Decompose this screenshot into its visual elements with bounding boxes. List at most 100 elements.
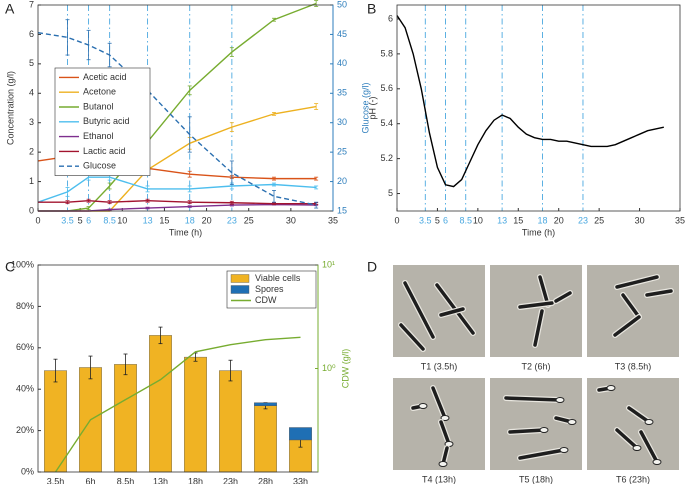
- x-tick-label: 35: [328, 215, 338, 225]
- y-tick-label: 0: [29, 205, 34, 215]
- cell: [621, 293, 641, 319]
- cell: [439, 307, 465, 317]
- spore: [438, 461, 448, 467]
- x-tick-label: 8.5h: [117, 476, 135, 484]
- x-tick-label: 25: [594, 215, 604, 225]
- legend-label: Viable cells: [255, 273, 301, 283]
- micrograph-caption: T6 (23h): [616, 474, 650, 484]
- bar: [114, 364, 137, 473]
- y-axis-label: pH (-): [367, 97, 377, 120]
- spore: [644, 419, 654, 425]
- micrograph: [393, 378, 485, 470]
- y2-tick-label: 30: [337, 117, 347, 127]
- cell: [627, 406, 651, 424]
- legend-label: Acetic acid: [83, 72, 127, 82]
- micrograph-caption: T1 (3.5h): [421, 361, 458, 371]
- y-tick-label: 7: [29, 0, 34, 9]
- x-axis-label: Time (h): [169, 227, 202, 237]
- cell: [538, 275, 550, 307]
- micrograph: [490, 378, 582, 470]
- x-tick-label: 18: [185, 215, 195, 225]
- y2-tick-label: 45: [337, 29, 347, 39]
- x-tick-label: 20: [554, 215, 564, 225]
- cell: [533, 309, 544, 347]
- cell: [613, 315, 641, 337]
- y-tick-label: 5.4: [380, 118, 393, 128]
- y2-tick-label: 40: [337, 58, 347, 68]
- y-tick-label: 5.8: [380, 48, 393, 58]
- x-tick-label: 8.5: [103, 215, 116, 225]
- cell: [615, 275, 659, 289]
- x-tick-label: 18: [538, 215, 548, 225]
- legend-label: Butyric acid: [83, 116, 130, 126]
- bar: [254, 405, 277, 473]
- legend-label: Glucose: [83, 161, 116, 171]
- x-tick-label: 30: [286, 215, 296, 225]
- spore: [539, 427, 549, 433]
- cell: [399, 323, 425, 351]
- x-tick-label: 5: [78, 215, 83, 225]
- ph-line: [396, 15, 664, 188]
- spore: [652, 459, 662, 465]
- bar: [44, 370, 67, 473]
- x-tick-label: 3.5: [61, 215, 74, 225]
- y-tick-label: 4: [29, 88, 34, 98]
- cell: [508, 428, 546, 434]
- x-tick-label: 28h: [258, 476, 273, 484]
- y2-tick-label: 35: [337, 88, 347, 98]
- y-tick-label: 2: [29, 147, 34, 157]
- micrograph-caption: T5 (18h): [519, 474, 553, 484]
- x-tick-label: 13h: [153, 476, 168, 484]
- micrograph: [587, 265, 679, 357]
- x-tick-label: 10: [473, 215, 483, 225]
- y-tick-label: 5: [388, 188, 393, 198]
- spore: [440, 415, 450, 421]
- x-tick-label: 35: [675, 215, 685, 225]
- micrograph: [490, 265, 582, 357]
- legend-swatch: [230, 285, 250, 294]
- series-line: [37, 176, 317, 203]
- y2-tick-label: 10⁰: [322, 363, 336, 373]
- y2-tick-label: 15: [337, 205, 347, 215]
- x-tick-label: 13: [497, 215, 507, 225]
- x-tick-label: 13: [143, 215, 153, 225]
- legend-label: Butanol: [83, 101, 114, 111]
- y2-axis-label: Glucose (g/l): [360, 82, 370, 133]
- x-tick-label: 8.5: [459, 215, 472, 225]
- x-tick-label: 30: [635, 215, 645, 225]
- micrograph-shade: [393, 265, 485, 357]
- y-tick-label: 6: [388, 13, 393, 23]
- y2-axis-label: CDW (g/l): [340, 349, 350, 389]
- x-tick-label: 15: [159, 215, 169, 225]
- cell: [639, 430, 659, 464]
- panel-label: B: [367, 1, 376, 17]
- y-tick-label: 40%: [16, 384, 34, 394]
- cell: [615, 428, 639, 450]
- micrograph-shade: [587, 378, 679, 470]
- panel-label: A: [5, 1, 15, 17]
- micrograph-caption: T3 (8.5h): [615, 361, 652, 371]
- x-tick-label: 33h: [293, 476, 308, 484]
- bar: [219, 370, 242, 473]
- x-tick-label: 3.5h: [47, 476, 65, 484]
- y2-tick-label: 20: [337, 176, 347, 186]
- x-tick-label: 6: [86, 215, 91, 225]
- y-tick-label: 5: [29, 58, 34, 68]
- y2-tick-label: 10¹: [322, 259, 335, 269]
- x-tick-label: 10: [117, 215, 127, 225]
- y-tick-label: 6: [29, 29, 34, 39]
- x-tick-label: 20: [202, 215, 212, 225]
- y2-tick-label: 25: [337, 147, 347, 157]
- x-tick-label: 23: [578, 215, 588, 225]
- legend-label: Spores: [255, 284, 284, 294]
- legend-label: CDW: [255, 295, 277, 305]
- x-tick-label: 23: [227, 215, 237, 225]
- cell: [645, 289, 673, 297]
- legend-label: Ethanol: [83, 131, 114, 141]
- y-tick-label: 80%: [16, 301, 34, 311]
- x-tick-label: 6h: [85, 476, 95, 484]
- panel-label: D: [367, 259, 377, 275]
- cell: [431, 386, 447, 420]
- micrograph-caption: T4 (13h): [422, 474, 456, 484]
